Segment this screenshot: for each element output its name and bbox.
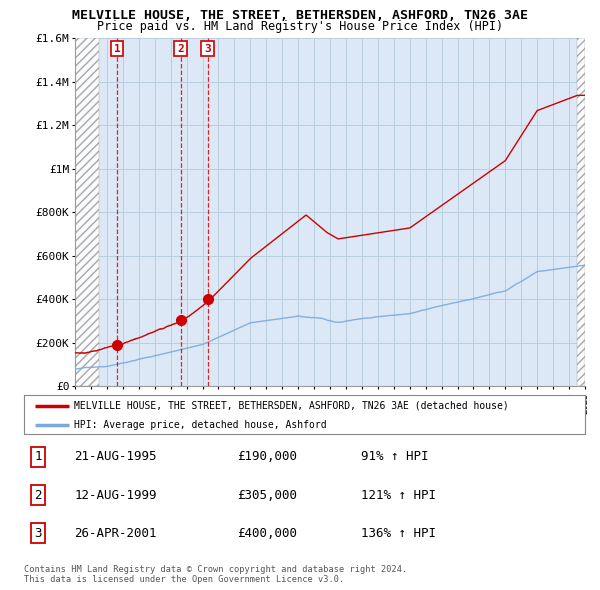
Text: 21-AUG-1995: 21-AUG-1995: [74, 450, 157, 463]
Text: 3: 3: [34, 527, 42, 540]
Text: 2: 2: [177, 44, 184, 54]
Text: 136% ↑ HPI: 136% ↑ HPI: [361, 527, 436, 540]
Text: 2: 2: [34, 489, 42, 502]
Text: MELVILLE HOUSE, THE STREET, BETHERSDEN, ASHFORD, TN26 3AE (detached house): MELVILLE HOUSE, THE STREET, BETHERSDEN, …: [74, 401, 509, 411]
Text: £305,000: £305,000: [237, 489, 297, 502]
Text: Contains HM Land Registry data © Crown copyright and database right 2024.
This d: Contains HM Land Registry data © Crown c…: [24, 565, 407, 584]
Text: MELVILLE HOUSE, THE STREET, BETHERSDEN, ASHFORD, TN26 3AE: MELVILLE HOUSE, THE STREET, BETHERSDEN, …: [72, 9, 528, 22]
Text: 91% ↑ HPI: 91% ↑ HPI: [361, 450, 428, 463]
Text: 121% ↑ HPI: 121% ↑ HPI: [361, 489, 436, 502]
Text: HPI: Average price, detached house, Ashford: HPI: Average price, detached house, Ashf…: [74, 420, 327, 430]
Text: Price paid vs. HM Land Registry's House Price Index (HPI): Price paid vs. HM Land Registry's House …: [97, 20, 503, 33]
Bar: [577, 38, 585, 386]
Text: 1: 1: [114, 44, 121, 54]
Text: 12-AUG-1999: 12-AUG-1999: [74, 489, 157, 502]
Text: 1: 1: [34, 450, 42, 463]
Bar: [75, 38, 99, 386]
Text: £190,000: £190,000: [237, 450, 297, 463]
Text: £400,000: £400,000: [237, 527, 297, 540]
Text: 26-APR-2001: 26-APR-2001: [74, 527, 157, 540]
Text: 3: 3: [204, 44, 211, 54]
